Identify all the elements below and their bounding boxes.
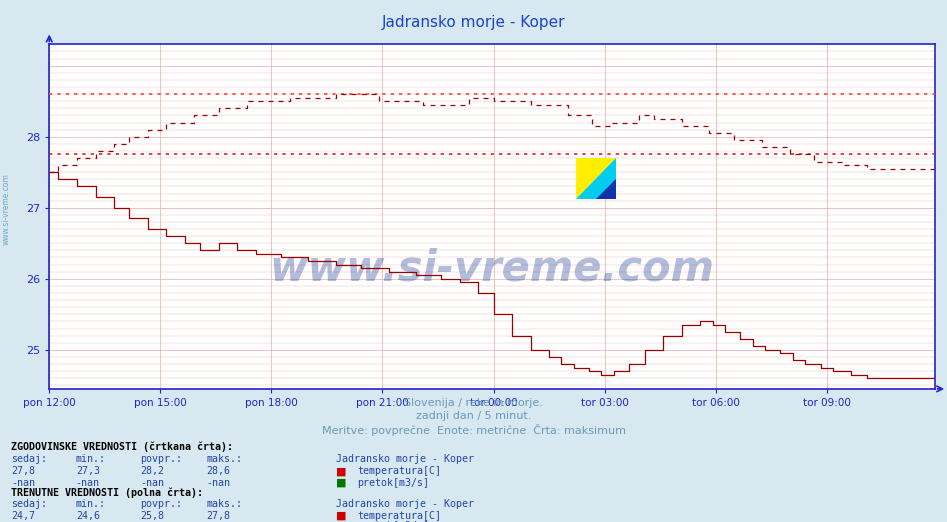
Text: -nan: -nan <box>206 521 230 522</box>
Polygon shape <box>576 158 616 199</box>
Text: Jadransko morje - Koper: Jadransko morje - Koper <box>336 454 474 464</box>
Text: min.:: min.: <box>76 454 106 464</box>
Text: 28,2: 28,2 <box>140 466 164 476</box>
Text: 24,7: 24,7 <box>11 511 35 520</box>
Polygon shape <box>596 179 616 199</box>
Text: sedaj:: sedaj: <box>11 454 47 464</box>
Polygon shape <box>576 158 616 199</box>
Text: Jadransko morje - Koper: Jadransko morje - Koper <box>382 15 565 30</box>
Text: -nan: -nan <box>11 478 35 488</box>
Text: maks.:: maks.: <box>206 454 242 464</box>
Text: Slovenija / reke in morje.: Slovenija / reke in morje. <box>404 398 543 408</box>
Text: ■: ■ <box>336 478 347 488</box>
Text: temperatura[C]: temperatura[C] <box>357 511 441 520</box>
Text: povpr.:: povpr.: <box>140 499 182 509</box>
Text: 27,8: 27,8 <box>11 466 35 476</box>
Text: pretok[m3/s]: pretok[m3/s] <box>357 478 429 488</box>
Text: TRENUTNE VREDNOSTI (polna črta):: TRENUTNE VREDNOSTI (polna črta): <box>11 488 204 498</box>
Text: 24,6: 24,6 <box>76 511 99 520</box>
Text: -nan: -nan <box>140 478 164 488</box>
Text: -nan: -nan <box>206 478 230 488</box>
Text: -nan: -nan <box>11 521 35 522</box>
Text: ■: ■ <box>336 466 347 476</box>
Text: -nan: -nan <box>76 521 99 522</box>
Text: temperatura[C]: temperatura[C] <box>357 466 441 476</box>
Text: sedaj:: sedaj: <box>11 499 47 509</box>
Text: www.si-vreme.com: www.si-vreme.com <box>270 247 714 289</box>
Text: ZGODOVINSKE VREDNOSTI (črtkana črta):: ZGODOVINSKE VREDNOSTI (črtkana črta): <box>11 441 233 452</box>
Text: povpr.:: povpr.: <box>140 454 182 464</box>
Text: ■: ■ <box>336 521 347 522</box>
Text: 28,6: 28,6 <box>206 466 230 476</box>
Text: 27,3: 27,3 <box>76 466 99 476</box>
Text: www.si-vreme.com: www.si-vreme.com <box>2 173 11 245</box>
Text: 27,8: 27,8 <box>206 511 230 520</box>
Text: 25,8: 25,8 <box>140 511 164 520</box>
Text: pretok[m3/s]: pretok[m3/s] <box>357 521 429 522</box>
Text: zadnji dan / 5 minut.: zadnji dan / 5 minut. <box>416 411 531 421</box>
Text: -nan: -nan <box>76 478 99 488</box>
Text: maks.:: maks.: <box>206 499 242 509</box>
Text: min.:: min.: <box>76 499 106 509</box>
Text: Jadransko morje - Koper: Jadransko morje - Koper <box>336 499 474 509</box>
Text: Meritve: povprečne  Enote: metrične  Črta: maksimum: Meritve: povprečne Enote: metrične Črta:… <box>321 424 626 436</box>
Text: ■: ■ <box>336 511 347 520</box>
Text: -nan: -nan <box>140 521 164 522</box>
